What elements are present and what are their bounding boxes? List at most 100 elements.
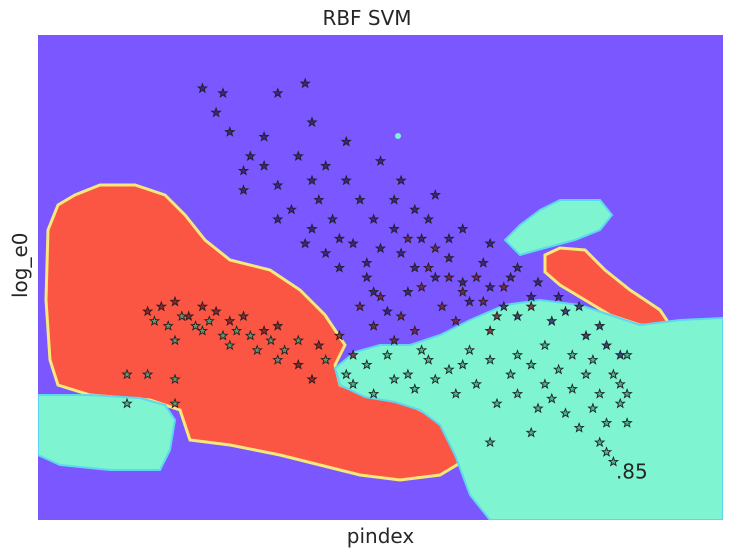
data-point bbox=[313, 194, 325, 205]
data-point bbox=[511, 349, 524, 360]
data-point bbox=[272, 354, 284, 365]
data-point bbox=[477, 257, 489, 268]
data-point bbox=[285, 203, 298, 215]
data-point bbox=[231, 325, 243, 336]
data-point bbox=[443, 232, 455, 244]
data-point bbox=[402, 232, 414, 244]
data-point bbox=[381, 349, 393, 360]
data-point bbox=[498, 281, 510, 292]
data-point bbox=[169, 334, 181, 346]
data-point bbox=[594, 436, 606, 448]
data-point bbox=[374, 155, 387, 166]
data-point bbox=[196, 324, 209, 336]
data-point bbox=[155, 300, 167, 312]
data-point bbox=[470, 271, 483, 283]
data-point bbox=[169, 397, 181, 409]
data-point bbox=[395, 310, 407, 322]
data-point bbox=[505, 368, 517, 380]
data-point bbox=[484, 436, 496, 448]
data-point bbox=[539, 378, 551, 389]
data-point bbox=[299, 77, 311, 89]
data-point bbox=[559, 305, 572, 317]
data-point bbox=[422, 261, 435, 273]
data-point bbox=[566, 383, 578, 394]
data-point bbox=[525, 426, 537, 438]
data-point bbox=[388, 334, 400, 346]
data-point bbox=[237, 310, 250, 322]
data-point bbox=[162, 320, 174, 331]
data-point bbox=[361, 271, 373, 283]
data-point bbox=[340, 174, 352, 186]
data-point bbox=[409, 203, 421, 215]
data-point bbox=[422, 354, 435, 365]
data-point bbox=[573, 422, 585, 433]
data-point bbox=[429, 373, 441, 385]
data-point bbox=[333, 261, 346, 273]
data-point bbox=[333, 232, 346, 244]
data-point bbox=[361, 256, 373, 268]
data-point bbox=[347, 349, 359, 360]
data-point bbox=[217, 87, 229, 98]
data-point bbox=[217, 329, 229, 341]
data-point bbox=[169, 295, 181, 307]
data-point bbox=[354, 194, 366, 205]
data-point bbox=[169, 373, 181, 385]
data-point bbox=[443, 271, 455, 283]
data-point bbox=[559, 407, 572, 419]
data-point bbox=[258, 325, 270, 336]
data-point bbox=[347, 378, 359, 389]
data-point bbox=[340, 135, 352, 147]
data-point bbox=[621, 387, 633, 399]
data-point bbox=[306, 174, 318, 186]
data-point bbox=[210, 106, 222, 118]
data-point bbox=[292, 150, 304, 162]
scatter-markers bbox=[121, 77, 633, 467]
data-point bbox=[525, 358, 537, 370]
data-point bbox=[176, 310, 188, 322]
data-point bbox=[402, 368, 414, 380]
data-point bbox=[552, 363, 565, 375]
data-point bbox=[505, 271, 517, 283]
data-point bbox=[614, 397, 626, 409]
data-point bbox=[299, 237, 311, 249]
data-point bbox=[491, 397, 503, 409]
data-point bbox=[443, 252, 455, 263]
data-point bbox=[443, 363, 455, 375]
annotation-text: .85 bbox=[616, 460, 648, 484]
data-point bbox=[141, 305, 154, 317]
data-point bbox=[189, 320, 202, 331]
data-point bbox=[381, 305, 393, 317]
data-point bbox=[457, 286, 469, 297]
data-point bbox=[409, 383, 421, 394]
data-point bbox=[450, 388, 462, 399]
data-point bbox=[600, 446, 613, 457]
data-point bbox=[278, 344, 291, 356]
data-point bbox=[368, 320, 380, 331]
data-point bbox=[429, 271, 441, 283]
data-point bbox=[463, 344, 476, 356]
data-point bbox=[484, 324, 496, 336]
data-point bbox=[258, 160, 270, 171]
data-point bbox=[498, 300, 510, 312]
data-point bbox=[484, 281, 496, 292]
data-point bbox=[313, 339, 325, 351]
data-point bbox=[244, 329, 256, 341]
data-point bbox=[409, 261, 421, 273]
data-point bbox=[511, 310, 524, 322]
data-point bbox=[436, 300, 448, 312]
data-point bbox=[237, 184, 250, 195]
data-point bbox=[244, 150, 256, 162]
data-point bbox=[306, 223, 318, 234]
data-point bbox=[477, 295, 489, 307]
data-point bbox=[580, 329, 592, 341]
data-point bbox=[470, 378, 483, 389]
data-point bbox=[594, 320, 606, 331]
data-point bbox=[429, 242, 441, 254]
data-point bbox=[607, 455, 620, 467]
data-point bbox=[292, 334, 304, 346]
decision-region-speck bbox=[395, 133, 401, 139]
data-point bbox=[368, 213, 380, 225]
data-point bbox=[224, 339, 236, 351]
data-point bbox=[251, 344, 263, 356]
